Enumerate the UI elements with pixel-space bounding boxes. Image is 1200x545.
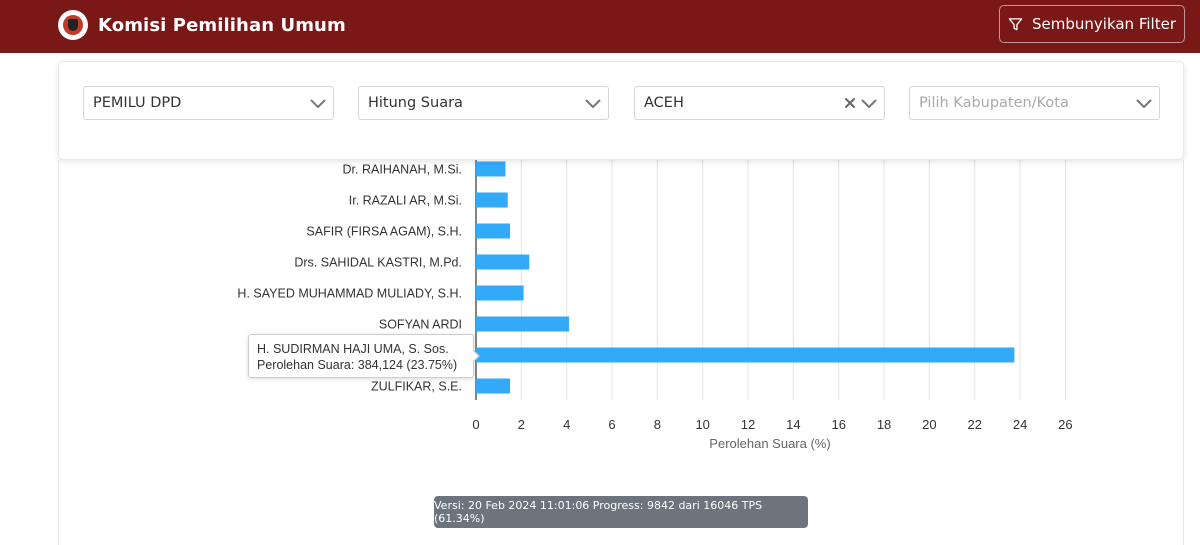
app-title: Komisi Pemilihan Umum (98, 14, 346, 36)
version-progress-badge: Versi: 20 Feb 2024 11:01:06 Progress: 98… (434, 496, 808, 528)
funnel-icon (1008, 17, 1023, 30)
category-label: Drs. SAHIDAL KASTRI, M.Pd. (294, 256, 462, 270)
bar[interactable] (476, 192, 508, 208)
chevron-down-icon (585, 99, 601, 108)
category-label: Ir. RAZALI AR, M.Si. (349, 194, 462, 208)
chevron-down-icon (310, 99, 326, 108)
top-navbar: Komisi Pemilihan Umum Sembunyikan Filter (0, 0, 1200, 53)
province-select[interactable]: ACEH (634, 86, 885, 120)
x-tick-label: 24 (1013, 417, 1027, 432)
tooltip-candidate-name: H. SUDIRMAN HAJI UMA, S. Sos. (257, 342, 449, 356)
chart-bars (476, 161, 1015, 394)
x-tick-label: 14 (786, 417, 800, 432)
bar[interactable] (476, 347, 1015, 363)
toggle-filter-button[interactable]: Sembunyikan Filter (999, 5, 1185, 43)
close-icon[interactable] (844, 97, 856, 109)
bar[interactable] (476, 254, 530, 270)
category-label: ZULFIKAR, S.E. (371, 380, 462, 394)
x-tick-label: 6 (608, 417, 615, 432)
x-axis-label: Perolehan Suara (%) (709, 436, 830, 451)
tooltip-vote-value: Perolehan Suara: 384,124 (23.75%) (257, 358, 458, 372)
bar[interactable] (476, 161, 506, 177)
brand[interactable]: Komisi Pemilihan Umum (58, 8, 346, 42)
regency-placeholder: Pilih Kabupaten/Kota (919, 95, 1069, 111)
category-label: SOFYAN ARDI (379, 318, 462, 332)
bar[interactable] (476, 223, 511, 239)
chart-x-tick-labels: 0 2 4 6 8 10 12 14 16 18 20 22 24 26 (472, 417, 1072, 432)
x-tick-label: 10 (695, 417, 709, 432)
x-tick-label: 4 (563, 417, 570, 432)
chevron-down-icon (861, 99, 877, 108)
bar[interactable] (476, 378, 511, 394)
x-tick-label: 12 (741, 417, 755, 432)
bar[interactable] (476, 285, 524, 301)
election-type-select[interactable]: PEMILU DPD (83, 86, 334, 120)
filter-panel: PEMILU DPD Hitung Suara ACEH Pilih Kabup… (58, 61, 1184, 160)
chevron-down-icon (1136, 99, 1152, 108)
chart-gridlines (520, 160, 1066, 400)
tooltip-pointer (472, 349, 480, 363)
x-tick-label: 26 (1058, 417, 1072, 432)
regency-select[interactable]: Pilih Kabupaten/Kota (909, 86, 1160, 120)
x-tick-label: 0 (472, 417, 479, 432)
x-tick-label: 20 (922, 417, 936, 432)
count-type-select[interactable]: Hitung Suara (358, 86, 609, 120)
category-label: Dr. RAIHANAH, M.Si. (343, 163, 462, 177)
x-tick-label: 2 (518, 417, 525, 432)
kpu-logo-icon (58, 10, 88, 40)
version-progress-text: Versi: 20 Feb 2024 11:01:06 Progress: 98… (434, 499, 763, 525)
toggle-filter-label: Sembunyikan Filter (1032, 15, 1176, 33)
x-tick-label: 18 (877, 417, 891, 432)
x-tick-label: 8 (654, 417, 661, 432)
bar-tooltip: H. SUDIRMAN HAJI UMA, S. Sos. Perolehan … (248, 334, 480, 378)
x-tick-label: 16 (831, 417, 845, 432)
bar[interactable] (476, 316, 569, 332)
x-tick-label: 22 (968, 417, 982, 432)
election-type-value: PEMILU DPD (93, 95, 182, 111)
category-label: H. SAYED MUHAMMAD MULIADY, S.H. (237, 287, 462, 301)
province-value: ACEH (644, 95, 684, 111)
category-label: SAFIR (FIRSA AGAM), S.H. (306, 225, 462, 239)
count-type-value: Hitung Suara (368, 95, 463, 111)
